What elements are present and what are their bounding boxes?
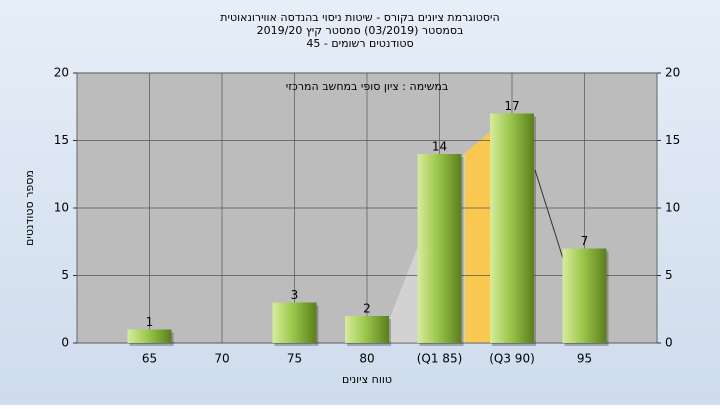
y-tick-label: 0 [61, 336, 69, 350]
x-tick-label: (Q3 90) [489, 352, 535, 366]
y2-tick-label: 0 [665, 336, 673, 350]
y-tick-label: 15 [54, 133, 69, 147]
y-axis-label: מספר סטודנטים [23, 170, 36, 246]
data-label: 3 [291, 288, 299, 302]
data-label: 17 [504, 99, 519, 113]
trend-line [534, 169, 567, 269]
bar [562, 248, 607, 343]
data-label: 2 [363, 302, 371, 316]
chart-subtitle: בסמסטר (03/2019) סמסטר קיץ 2019/20 [257, 24, 464, 37]
x-axis-label: טווח ציונים [342, 373, 392, 386]
y2-tick-label: 5 [665, 268, 673, 282]
y-tick-label: 10 [54, 201, 69, 215]
y-tick-label: 20 [54, 66, 69, 80]
bar [127, 329, 172, 343]
data-label: 1 [146, 315, 154, 329]
y2-tick-label: 20 [665, 66, 680, 80]
y2-tick-label: 10 [665, 201, 680, 215]
x-tick-label: (Q1 85) [417, 352, 463, 366]
x-tick-label: 70 [214, 352, 229, 366]
x-tick-label: 80 [359, 352, 374, 366]
bar [490, 113, 534, 343]
data-label: 14 [432, 140, 447, 154]
chart-title: היסטוגרמת ציונים בקורס - שיטות ניסוי בהנ… [220, 11, 499, 24]
marks [127, 113, 609, 346]
annotation: במשימה : ציון סופי במחשב המרכזי [286, 80, 449, 93]
y2-tick-label: 15 [665, 133, 680, 147]
bar [345, 316, 389, 343]
y-tick-label: 5 [61, 268, 69, 282]
x-tick-label: 95 [577, 352, 592, 366]
chart-subtitle: סטודנטים רשומים - 45 [306, 37, 413, 50]
x-tick-label: 75 [287, 352, 302, 366]
bar [417, 154, 462, 343]
bar [272, 302, 317, 343]
x-tick-label: 65 [142, 352, 157, 366]
data-label: 7 [581, 234, 589, 248]
